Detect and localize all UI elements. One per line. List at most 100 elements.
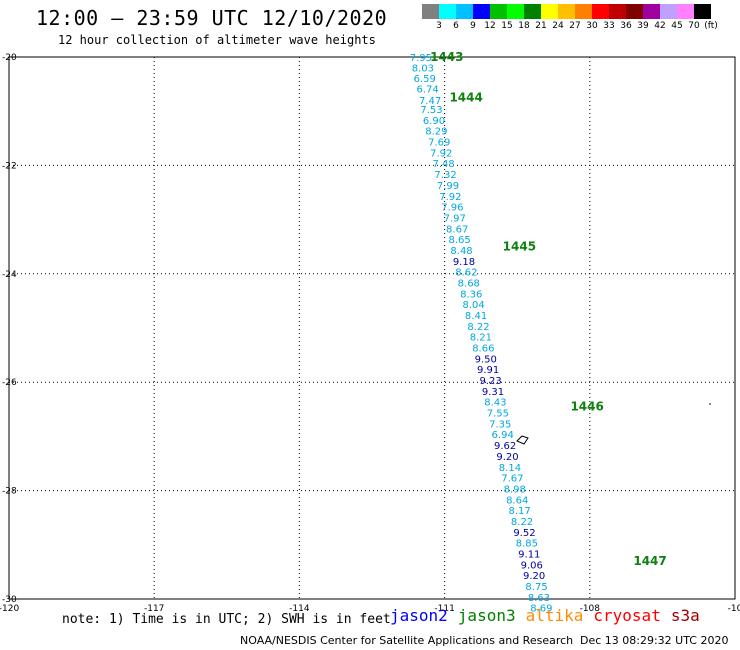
wave-height-value: 8.63 [528,593,550,604]
pass-number-label: 1446 [570,400,603,414]
wave-height-value: 8.75 [525,582,547,593]
wave-height-value: 6.59 [414,74,436,85]
satellite-legend: jason2 jason3 altika cryosat s3a [390,606,710,625]
satellite-altika: altika [525,606,584,625]
pass-number-label: 1445 [503,240,536,254]
pass-number-label: 1447 [633,554,666,568]
wave-height-value: 7.92 [430,148,452,159]
wave-height-value: 7.69 [428,138,450,149]
colorbar-swatch [660,4,677,19]
wave-height-value: 8.29 [425,127,447,138]
colorbar-label: 21 [535,21,547,31]
wave-height-value: 9.91 [477,365,499,376]
wave-height-value: 6.74 [417,84,439,95]
colorbar-swatch [643,4,660,19]
colorbar-swatch [609,4,626,19]
map-frame [8,56,736,600]
page-title: 12:00 – 23:59 UTC 12/10/2020 [36,6,388,30]
colorbar-label: 33 [603,21,615,31]
colorbar-label: 3 [436,21,442,31]
wave-height-value: 9.20 [523,571,545,582]
pass-number-label: 1444 [449,91,482,105]
wave-height-value: 7.35 [489,419,511,430]
colorbar-label: 18 [518,21,530,31]
wave-height-value: 7.95 [410,53,432,64]
lat-tick-label: -24 [2,270,17,280]
wave-height-value: 7.48 [433,159,455,170]
lon-tick-label: -117 [144,604,164,614]
lon-tick-label: -10 [728,604,740,614]
lat-tick-label: -22 [2,161,17,171]
wave-height-value: 8.22 [511,517,533,528]
lat-tick-label: -28 [2,487,17,497]
colorbar-swatch [626,4,643,19]
wave-height-value: 9.11 [518,549,540,560]
colorbar-swatch [422,4,439,19]
colorbar-swatch [694,4,711,19]
colorbar-label: 30 [586,21,598,31]
island-outline [516,435,529,445]
wave-height-value: 8.17 [508,506,530,517]
wave-height-value: 9.62 [494,441,516,452]
colorbar-label: 45 [671,21,683,31]
lon-tick-label: -120 [0,604,19,614]
colorbar-label: 15 [501,21,513,31]
colorbar-swatch [677,4,694,19]
wave-height-value: 8.43 [484,398,506,409]
lon-tick-label: -111 [434,604,454,614]
colorbar-label: 70 [688,21,700,31]
pass-number-label: 1443 [430,50,463,64]
wave-height-value: 7.96 [441,203,463,214]
wave-height-value: 8.68 [458,278,480,289]
colorbar-swatch [456,4,473,19]
credit-text: NOAA/NESDIS Center for Satellite Applica… [240,634,574,647]
wave-height-value: 8.14 [499,463,521,474]
wave-height-value: 6.94 [492,430,514,441]
units-note: note: 1) Time is in UTC; 2) SWH is in fe… [62,612,391,627]
wave-height-value: 8.65 [448,235,470,246]
colorbar-swatch [558,4,575,19]
colorbar-label: 42 [654,21,666,31]
colorbar-swatch [592,4,609,19]
colorbar-swatch [507,4,524,19]
wave-height-value: 8.64 [506,495,528,506]
colorbar-swatch [541,4,558,19]
wave-height-value: 9.18 [453,257,475,268]
wave-height-value: 8.04 [463,300,485,311]
satellite-jason2: jason2 [390,606,448,625]
wave-height-value: 9.50 [475,354,497,365]
satellite-jason3: jason3 [457,606,516,625]
colorbar-swatch [439,4,456,19]
wave-height-value: 7.47 [419,96,441,107]
colorbar-swatch [490,4,507,19]
wave-height-value: 8.66 [472,344,494,355]
wave-height-value: 9.20 [496,452,518,463]
colorbar-label: 39 [637,21,649,31]
wave-height-value: 8.48 [450,246,472,257]
wave-height-value: 7.67 [501,474,523,485]
wave-height-value: 9.06 [521,560,543,571]
colorbar-label: 6 [453,21,459,31]
satellite-s3a: s3a [670,606,700,625]
colorbar-label: 12 [484,21,496,31]
wave-height-value: 7.55 [487,409,509,420]
wave-height-value: 8.67 [446,224,468,235]
wave-height-value: 8.41 [465,311,487,322]
wave-height-value: 8.62 [455,268,477,279]
wave-height-value: 8.36 [460,289,482,300]
wave-height-value: 9.52 [513,528,535,539]
colorbar-label: 24 [552,21,564,31]
colorbar-unit: (ft) [704,21,718,31]
wave-height-value: 8.85 [516,539,538,550]
wave-height-value: 6.90 [423,116,445,127]
island-dot [709,403,711,405]
satellite-cryosat: cryosat [593,606,661,625]
wave-height-value: 9.23 [479,376,501,387]
wave-height-value: 7.99 [437,181,459,192]
wave-height-value: 7.53 [420,105,442,116]
wave-height-value: 8.98 [504,484,526,495]
lon-tick-label: -114 [289,604,310,614]
wave-height-value: 8.22 [467,322,489,333]
